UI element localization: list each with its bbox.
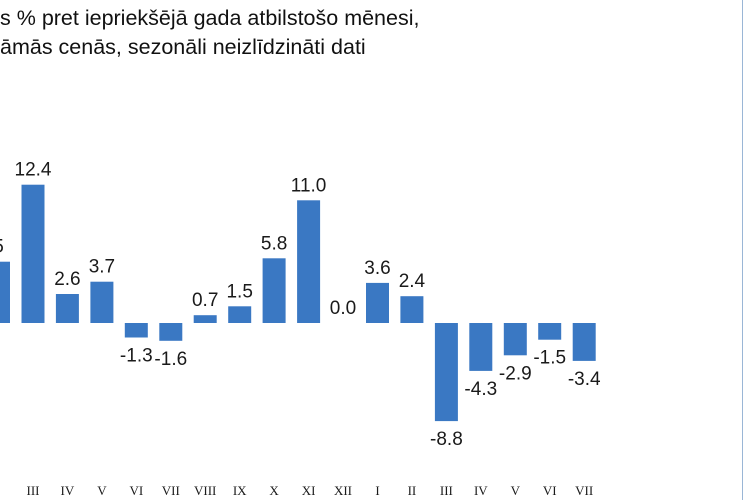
bar-8 [262,258,286,323]
x-tick-label-7: IX [233,483,247,498]
x-tick-label-3: V [97,483,107,498]
value-label-13: -8.8 [430,429,463,450]
x-tick-label-1: III [27,483,40,498]
x-tick-label-9: XI [302,483,316,498]
bar-11 [366,282,389,323]
value-label-16: -1.5 [533,348,566,369]
bar-17 [572,323,596,361]
bar-15 [503,323,527,356]
x-tick-label-6: VIII [194,483,216,498]
value-label-8: 5.8 [261,233,287,254]
x-tick-label-11: I [375,483,379,498]
x-tick-label-17: VII [575,483,593,498]
bar-7 [228,306,252,323]
bar-2 [55,294,79,323]
bar-14 [469,323,493,371]
value-label-15: -2.9 [499,363,532,384]
bar-1 [21,184,45,323]
frame-border [742,0,743,500]
x-tick-label-15: V [511,483,521,498]
value-label-0: 5 [0,237,4,258]
bar-13 [434,323,458,422]
bar-5 [159,323,183,341]
x-tick-label-14: IV [474,483,488,498]
bar-6 [193,315,217,323]
value-label-10: 0.0 [330,298,356,319]
bar-3 [90,281,114,323]
value-label-5: -1.6 [154,349,187,370]
chart-title: s % pret iepriekšējā gada atbilstošo mēn… [0,4,419,62]
x-tick-label-12: II [408,483,417,498]
x-tick-label-4: VI [129,483,143,498]
value-label-9: 11.0 [291,175,327,196]
x-tick-label-10: XII [334,483,352,498]
value-label-1: 12.4 [15,160,52,181]
value-label-17: -3.4 [568,369,601,390]
x-tick-label-5: VII [162,483,180,498]
bar-12 [400,296,424,323]
value-label-11: 3.6 [364,258,390,279]
chart-title-line-1: s % pret iepriekšējā gada atbilstošo mēn… [0,6,420,30]
x-tick-label-16: VI [543,483,557,498]
x-tick-label-13: III [440,483,453,498]
value-label-4: -1.3 [120,346,153,367]
x-tick-label-2: IV [61,483,75,498]
x-tick-label-8: X [269,483,279,498]
value-label-2: 2.6 [54,269,80,290]
value-label-6: 0.7 [192,290,218,311]
value-label-7: 1.5 [226,281,252,302]
value-label-12: 2.4 [399,271,426,292]
bar-9 [297,200,321,323]
chart-title-line-2: āmās cenās, sezonāli neizlīdzināti dati [0,35,366,59]
bar-16 [538,323,562,340]
value-label-14: -4.3 [464,379,497,400]
bar-0 [0,261,10,323]
value-label-3: 3.7 [89,257,115,278]
bar-4 [124,323,148,338]
